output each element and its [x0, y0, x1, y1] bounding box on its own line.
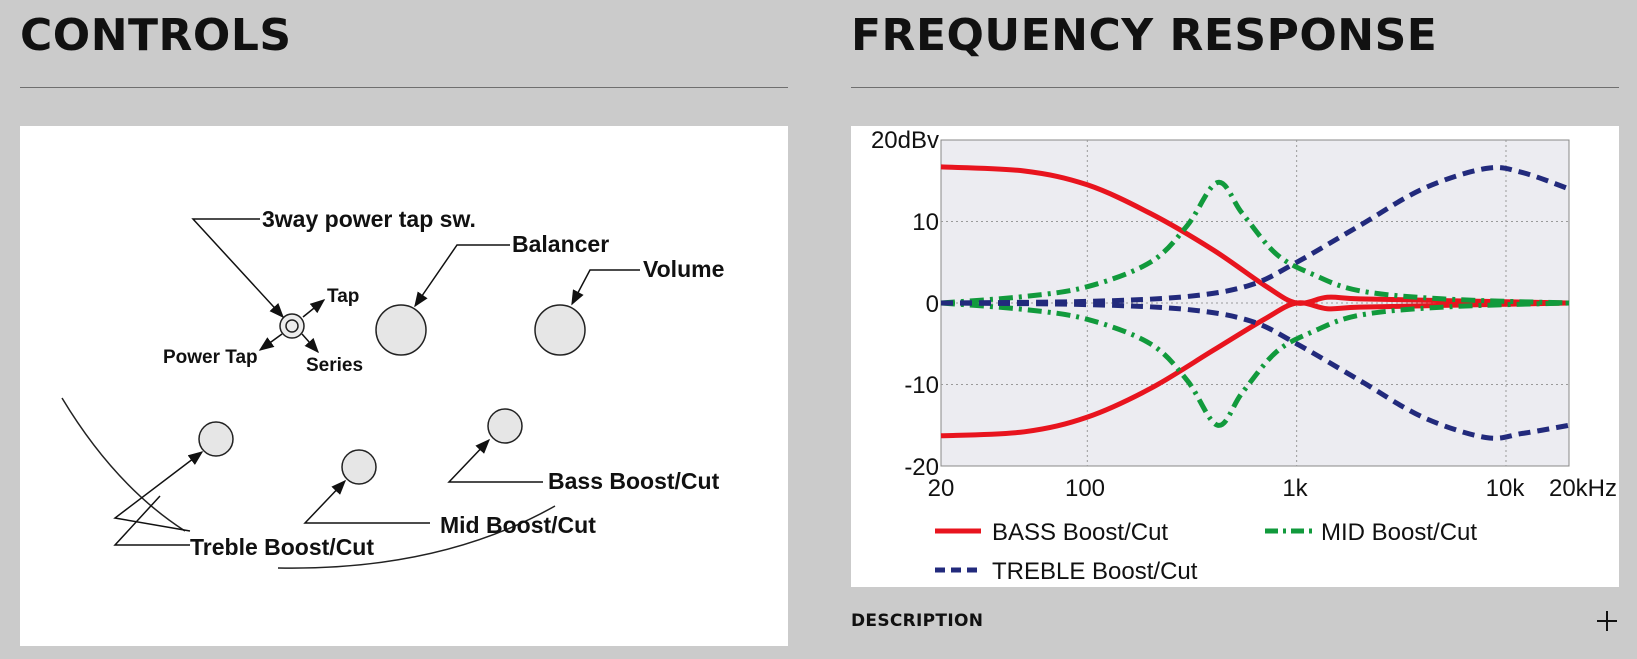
balancer-knob[interactable] — [375, 304, 427, 356]
controls-title: CONTROLS — [20, 10, 292, 61]
legend-bass-label: BASS Boost/Cut — [992, 519, 1168, 546]
series-line-treble-cut — [940, 300, 1570, 441]
series-line-mid-boost — [940, 179, 1570, 306]
tap-label: Tap — [327, 286, 359, 307]
treble-label: Treble Boost/Cut — [190, 534, 374, 560]
balancer-leader — [414, 244, 510, 308]
x-tick-20: 20 — [928, 475, 955, 502]
controls-diagram: 3way power tap sw. Tap Power Tap Series … — [20, 126, 788, 646]
tap-arrow — [302, 299, 326, 318]
plus-icon[interactable] — [1597, 611, 1617, 631]
treble-leader — [113, 451, 204, 532]
balancer-label: Balancer — [512, 231, 609, 257]
treble-knob[interactable] — [198, 421, 234, 457]
frequency-response-chart: 20dBv 10 0 -10 -20 20 100 1k 10k 20kHz B… — [851, 126, 1619, 587]
legend-mid-label: MID Boost/Cut — [1321, 519, 1477, 546]
bass-leader — [447, 438, 543, 483]
description-label: DESCRIPTION — [851, 611, 984, 631]
bass-label: Bass Boost/Cut — [548, 468, 720, 494]
tick-labels: 20dBv 10 0 -10 -20 20 100 1k 10k 20kHz — [871, 127, 1617, 502]
series-line-mid-cut — [940, 300, 1570, 428]
legend: BASS Boost/Cut MID Boost/Cut TREBLE Boos… — [935, 519, 1477, 585]
body-outline-left — [61, 397, 186, 532]
mid-leader — [303, 479, 430, 524]
legend-treble-label: TREBLE Boost/Cut — [992, 558, 1198, 585]
series-line-bass-cut — [940, 300, 1570, 439]
y-tick-minus20: -20 — [904, 454, 939, 481]
series-line-bass-boost — [940, 164, 1570, 306]
power-tap-switch-inner — [285, 319, 299, 333]
y-tick-10: 10 — [912, 209, 939, 236]
power-tap-switch-knob[interactable] — [279, 313, 305, 339]
treble-leader-lower — [113, 495, 190, 546]
mid-label: Mid Boost/Cut — [440, 512, 596, 538]
mid-knob[interactable] — [341, 449, 377, 485]
controls-divider — [20, 87, 788, 88]
controls-diagram-svg: 3way power tap sw. Tap Power Tap Series … — [61, 206, 724, 569]
bass-knob[interactable] — [487, 408, 523, 444]
x-tick-10k: 10k — [1486, 475, 1526, 502]
body-outline-bottom — [277, 505, 556, 569]
series-label: Series — [306, 355, 363, 376]
x-tick-100: 100 — [1065, 475, 1105, 502]
power-tap-arrow — [258, 333, 283, 351]
series-lines — [940, 164, 1570, 441]
power-tap-label: Power Tap — [163, 347, 258, 368]
frequency-response-divider — [851, 87, 1619, 88]
power-tap-switch-label: 3way power tap sw. — [262, 206, 476, 232]
frequency-response-title: FREQUENCY RESPONSE — [851, 10, 1438, 61]
y-tick-0: 0 — [926, 291, 939, 318]
volume-knob[interactable] — [534, 304, 586, 356]
series-line-treble-boost — [940, 165, 1570, 306]
volume-leader — [571, 269, 640, 306]
x-tick-1k: 1k — [1282, 475, 1308, 502]
x-tick-20khz: 20kHz — [1549, 475, 1617, 502]
grid — [941, 140, 1569, 466]
volume-label: Volume — [643, 256, 724, 282]
y-tick-20: 20dBv — [871, 127, 939, 154]
y-tick-minus10: -10 — [904, 372, 939, 399]
frequency-chart-svg: 20dBv 10 0 -10 -20 20 100 1k 10k 20kHz B… — [871, 127, 1617, 585]
description-toggle[interactable]: DESCRIPTION — [851, 606, 1619, 636]
power-tap-switch-leader — [191, 218, 285, 319]
series-arrow — [301, 333, 319, 354]
